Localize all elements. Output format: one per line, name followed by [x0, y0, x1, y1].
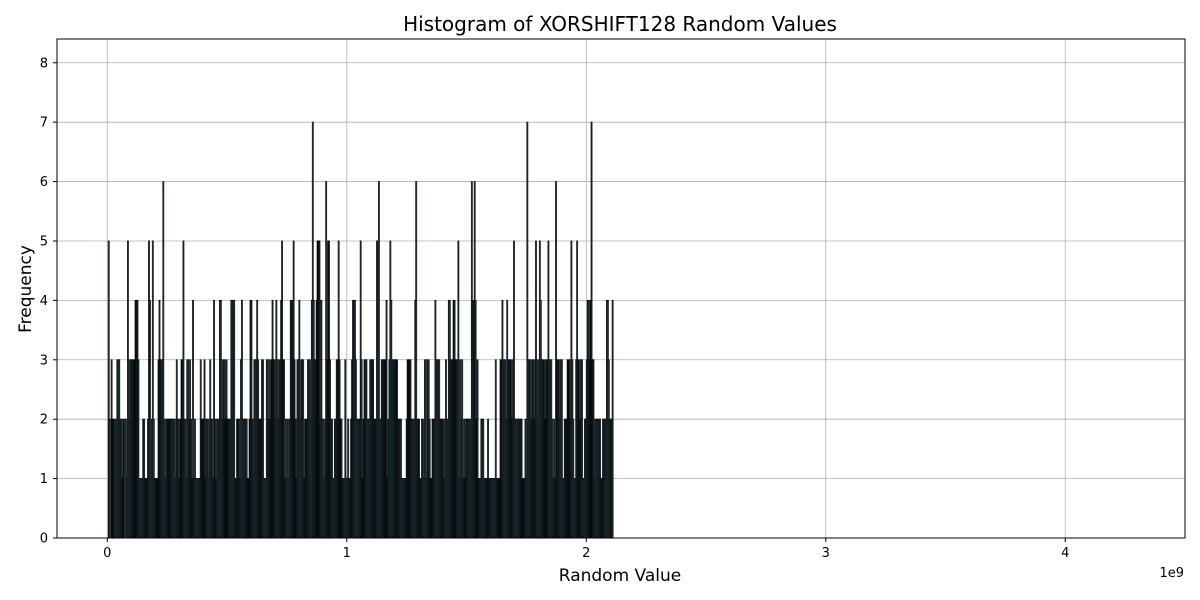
y-tick-label: 2 — [40, 413, 48, 428]
histogram-bar — [113, 418, 116, 539]
y-tick-label: 4 — [40, 294, 48, 309]
y-tick-label: 3 — [40, 353, 48, 368]
x-axis-offset-label: 1e9 — [1159, 566, 1184, 581]
y-tick-label: 1 — [40, 472, 48, 487]
x-axis-ticks: 0 1 2 3 4 — [103, 538, 1069, 561]
x-tick-label: 4 — [1061, 546, 1069, 561]
x-tick-label: 2 — [582, 546, 590, 561]
y-tick-label: 6 — [40, 175, 48, 190]
y-tick-label: 7 — [40, 116, 48, 131]
x-tick-label: 0 — [103, 546, 111, 561]
histogram-bars — [107, 121, 614, 539]
y-tick-label: 8 — [40, 56, 48, 71]
plot-area-frame — [56, 38, 1186, 539]
x-tick-label: 3 — [822, 546, 830, 561]
x-tick-label: 1 — [343, 546, 351, 561]
x-axis-title: Random Value — [559, 566, 681, 586]
y-tick-label: 0 — [40, 532, 48, 547]
chart-title: Histogram of XORSHIFT128 Random Values — [403, 12, 837, 36]
y-tick-label: 5 — [40, 234, 48, 249]
y-axis-title: Frequency — [16, 245, 36, 333]
histogram-bar — [611, 299, 614, 539]
y-axis-ticks: 0 1 2 3 4 5 6 7 8 — [40, 56, 57, 547]
histogram-bar — [108, 418, 111, 539]
histogram-bar — [123, 418, 125, 539]
